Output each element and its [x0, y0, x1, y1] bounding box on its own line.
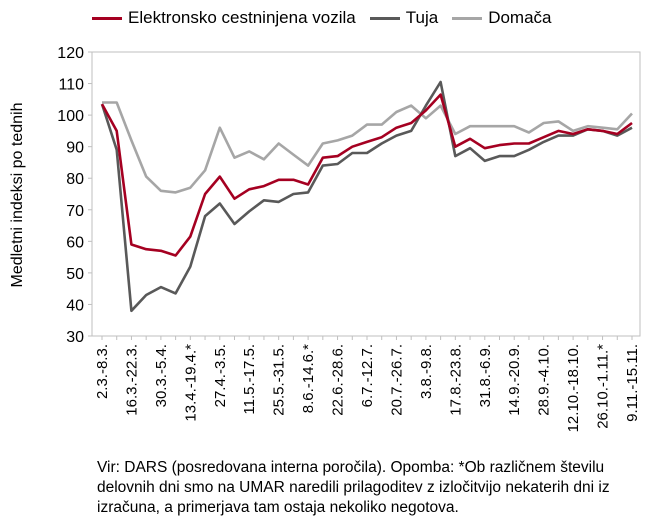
x-tick-label: 3.8.-9.8. — [418, 344, 435, 399]
legend-item-domaca: Domača — [452, 8, 552, 28]
x-tick-label: 22.6.-28.6. — [330, 344, 347, 416]
x-tick-label: 20.7.-26.7. — [388, 344, 405, 416]
legend-item-elektronsko: Elektronsko cestninjena vozila — [92, 8, 356, 28]
y-tick-label: 100 — [57, 108, 84, 125]
x-tick-label: 31.8.-6.9. — [477, 344, 494, 407]
x-tick-label: 13.4.-19.4.* — [182, 344, 199, 422]
x-tick-label: 14.9.-20.9. — [506, 344, 523, 416]
x-tick-label: 8.6.-14.6.* — [300, 344, 317, 413]
legend-swatch-tuja — [369, 16, 400, 20]
legend-label-elektronsko: Elektronsko cestninjena vozila — [128, 8, 356, 27]
legend-item-tuja: Tuja — [369, 8, 439, 28]
x-tick-label: 16.3.-22.3. — [123, 344, 140, 416]
y-tick-label: 70 — [66, 203, 84, 220]
x-tick-label: 27.4.-3.5. — [212, 344, 229, 407]
y-tick-label: 120 — [57, 45, 84, 62]
y-tick-label: 60 — [66, 234, 84, 251]
legend-swatch-domaca — [452, 16, 483, 20]
x-tick-label: 26.10.-1.11.* — [595, 344, 612, 429]
x-tick-label: 11.5.-17.5. — [241, 344, 258, 415]
source-note: Vir: DARS (posredovana interna poročila)… — [97, 459, 610, 516]
x-tick-label: 2.3.-8.3. — [94, 344, 111, 399]
y-tick-label: 30 — [66, 329, 84, 346]
x-tick-label: 30.3.-5.4. — [153, 344, 170, 407]
series-line-domaca — [102, 101, 633, 194]
y-tick-label: 80 — [66, 171, 84, 188]
series-line-elektronsko — [100, 93, 633, 257]
legend-label-domaca: Domača — [488, 8, 552, 27]
y-tick-label: 110 — [58, 77, 84, 94]
y-tick-label: 40 — [66, 297, 84, 314]
series-line-tuja — [100, 80, 633, 313]
x-tick-label: 17.8.-23.8. — [447, 344, 464, 416]
legend-swatch-elektronsko — [92, 16, 122, 20]
plot-area — [91, 51, 641, 337]
y-tick-label: 90 — [66, 140, 84, 157]
line-chart: 30 40 50 60 70 80 90 100 110 120 2.3.-8.3. 16.3.-22… — [57, 45, 641, 432]
x-tick-label: 28.9.-4.10. — [536, 344, 553, 416]
legend: Elektronsko cestninjena vozila Tuja Doma… — [92, 8, 566, 28]
legend-label-tuja: Tuja — [405, 8, 439, 27]
y-axis-label: Medletni indeksi po tednih — [9, 102, 26, 288]
x-tick-label: 12.10.-18.10. — [565, 344, 582, 432]
x-tick-label: 9.11.-15.11. — [624, 344, 641, 422]
y-tick-label: 50 — [66, 266, 84, 283]
x-tick-label: 25.5.-31.5. — [271, 344, 288, 416]
x-tick-label: 6.7.-12.7. — [359, 344, 376, 407]
